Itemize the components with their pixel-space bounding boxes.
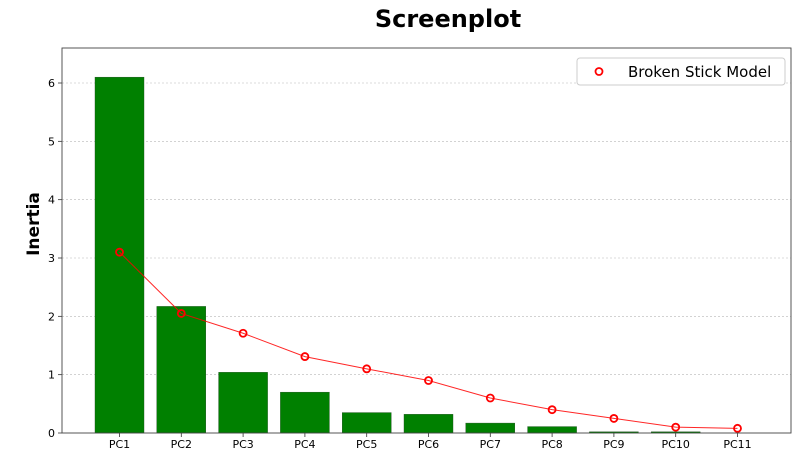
broken-stick-point <box>115 247 124 257</box>
bar-pc5 <box>342 412 392 434</box>
x-tick-label: PC5 <box>356 438 377 451</box>
broken-stick-point <box>300 352 310 361</box>
x-tick-label: PC9 <box>603 438 624 451</box>
x-tick-label: PC7 <box>480 438 501 451</box>
bar-pc2 <box>156 306 207 434</box>
legend-box <box>576 57 786 86</box>
x-tick-label: PC11 <box>723 438 751 451</box>
bar-pc6 <box>403 414 454 434</box>
x-tick-label: PC6 <box>418 438 439 451</box>
y-axis-ticks: 0 1 2 3 4 5 6 <box>48 77 62 440</box>
y-tick-label: 6 <box>48 77 55 90</box>
bar-pc3 <box>218 372 268 434</box>
broken-stick-point <box>671 422 681 432</box>
y-tick-label: 0 <box>48 427 55 440</box>
bar-pc7 <box>465 422 515 434</box>
x-tick-label: PC1 <box>109 438 130 451</box>
x-tick-label: PC2 <box>171 438 192 451</box>
y-tick-label: 5 <box>48 135 55 148</box>
y-tick-label: 3 <box>48 252 55 265</box>
bars <box>94 76 701 434</box>
broken-stick-point <box>238 328 248 338</box>
broken-stick-point <box>424 376 433 385</box>
x-tick-label: PC4 <box>294 438 315 451</box>
plot-frame <box>61 47 792 434</box>
y-tick-label: 2 <box>48 310 55 323</box>
x-axis-ticks: PC1 PC2 PC3 PC4 PC5 PC6 PC7 PC8 PC9 PC10 PC11 <box>109 433 752 451</box>
y-axis-label: Inertia <box>24 192 44 256</box>
broken-stick-point <box>609 414 619 423</box>
x-tick-label: PC3 <box>232 438 253 451</box>
broken-stick-point <box>362 364 372 374</box>
legend-marker-icon <box>594 67 604 76</box>
broken-stick-point <box>547 405 557 415</box>
y-tick-label: 4 <box>48 194 55 207</box>
broken-stick-line <box>119 251 738 429</box>
bar-pc4 <box>280 391 330 434</box>
legend: Broken Stick Model <box>576 57 786 86</box>
y-tick-label: 1 <box>48 369 55 382</box>
broken-stick-point <box>733 423 742 433</box>
x-tick-label: PC8 <box>541 438 562 451</box>
bar-pc8 <box>527 426 577 434</box>
legend-label: Broken Stick Model <box>628 63 771 81</box>
x-tick-label: PC10 <box>662 438 690 451</box>
broken-stick-point <box>176 309 186 318</box>
chart-title: Screenplot <box>375 5 521 33</box>
broken-stick-point <box>485 393 495 403</box>
broken-stick-series <box>115 247 742 433</box>
